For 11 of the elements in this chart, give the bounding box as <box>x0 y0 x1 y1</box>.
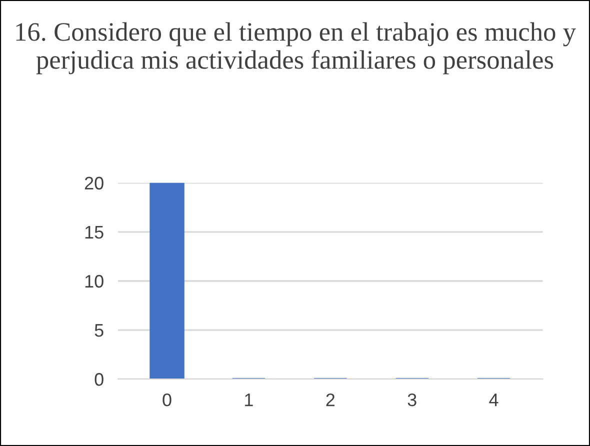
x-tick-label: 4 <box>489 394 498 406</box>
x-tick-label: 1 <box>245 394 253 406</box>
x-tick-label: 2 <box>326 393 335 406</box>
y-tick-label: 20 <box>84 176 104 190</box>
y-tick-label: 0 <box>94 373 104 386</box>
chart-title: 16. Considero que el tiempo en el trabajo es mucho y perjudica mis actividades familiares o personales <box>16 22 576 74</box>
y-tick-label: 15 <box>85 226 104 239</box>
x-tick-label: 0 <box>162 393 172 406</box>
x-tick-label: 3 <box>408 393 416 406</box>
y-tick-label: 5 <box>94 324 104 337</box>
y-tick-label: 10 <box>85 274 104 288</box>
